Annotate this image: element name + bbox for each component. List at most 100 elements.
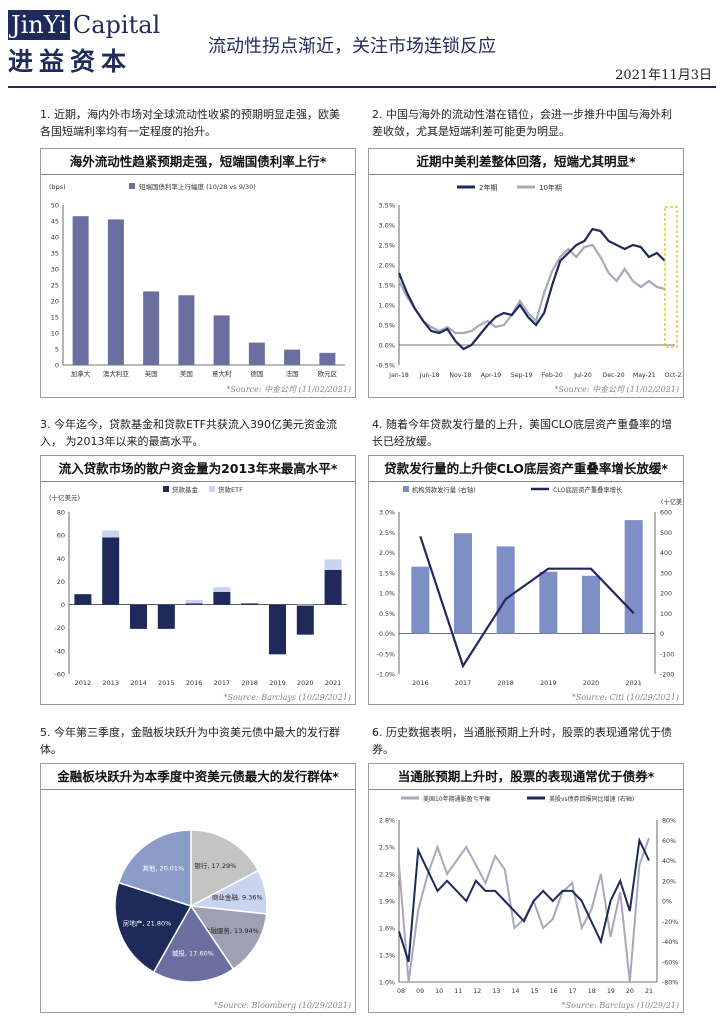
chart-2-highlight-box — [664, 206, 678, 348]
chart-3-legend-swatch-1 — [163, 486, 169, 492]
chart-3-ytick: 20 — [57, 578, 65, 586]
chart-4-ytick-right: 200 — [660, 591, 672, 598]
chart-2-legend-label-2: 10年期 — [539, 183, 562, 192]
chart-6-legend-label-2: 美股vs债券回报同比增速 (右轴) — [549, 795, 634, 803]
chart-6-ytick-right: 40% — [662, 858, 676, 865]
chart-6-ytick-right: -20% — [662, 919, 678, 926]
chart-4-title: 贷款发行量的上升使CLO底层资产重叠率增长放缓* — [369, 456, 683, 482]
chart-6-xtick: 13 — [492, 988, 500, 995]
chart-6-xtick: 14 — [511, 988, 519, 995]
chart-6-ytick-right: -80% — [662, 980, 678, 987]
chart-1-xtick: 英国 — [145, 369, 158, 378]
chart-6-xtick: 08 — [397, 988, 405, 995]
chart-6-ytick-left: 2.8% — [379, 818, 395, 825]
chart-6-xtick: 20 — [626, 988, 634, 995]
chart-2-series-line — [398, 243, 666, 335]
chart-3-xtick: 2015 — [158, 679, 175, 687]
chart-6-title: 当通胀预期上升时，股票的表现通常优于债券* — [369, 764, 683, 790]
chart-3-ytick: -20 — [54, 624, 65, 632]
chart-5-source: *Source: Bloomberg (10/29/2021) — [213, 1001, 351, 1010]
chart-3-xtick: 2019 — [269, 679, 286, 687]
report-date: 2021年11月3日 — [615, 68, 712, 83]
chart-1-xtick: 澳大利亚 — [103, 369, 130, 378]
chart-4-bar-issuance — [454, 533, 472, 634]
chart-1-xtick: 美国 — [180, 369, 193, 378]
chart-5-slice-label: 城投, 17.60% — [172, 949, 214, 958]
chart-4-source: *Source: Citi (10/29/2021) — [571, 693, 679, 702]
chart-6-ytick-right: -40% — [662, 939, 678, 946]
chart-4-ytick-right: 100 — [660, 611, 672, 618]
chart-6-svg: 美国10年期通胀盈亏平衡 美股vs债券回报同比增速 (右轴) 1.0% 1.3% 1.6… — [379, 795, 678, 995]
section-3-text: 3. 今年迄今，贷款基金和贷款ETF共获流入390亿美元资金流入， 为2013年… — [40, 418, 337, 448]
chart-5-slice-label: 商业金融, 9.36% — [212, 893, 263, 902]
chart-1-xtick: 意大利 — [212, 369, 232, 378]
chart-3-bar-etf — [324, 559, 342, 570]
chart-2-title: 近期中美利差整体回落，短端尤其明显* — [369, 149, 683, 175]
chart-3-bar-fund — [296, 604, 314, 635]
chart-6-ytick-left: 1.6% — [379, 926, 395, 933]
chart-4-ytick-right: 500 — [660, 530, 672, 537]
chart-3-bar-fund — [102, 537, 120, 605]
chart-6-equity-bond-line — [398, 836, 650, 963]
section-4-text: 4. 随着今年贷款发行量的上升，美国CLO底层资产重叠率的增长已经放缓。 — [372, 418, 673, 448]
chart-3-bar-etf — [185, 599, 203, 604]
chart-4-ytick-left: 2.5% — [379, 530, 395, 537]
chart-6-ytick-left: 2.2% — [379, 872, 395, 879]
chart-4-svg: 机构贷款发行量 (右轴) CLO底层资产重叠率增长 (十亿美元) -1.0% -0.5%… — [377, 485, 683, 687]
chart-3-bar-etf — [296, 604, 314, 606]
chart-3-xtick: 2014 — [130, 679, 147, 687]
chart-4-ytick-left: -1.0% — [377, 672, 395, 679]
chart-panel-1: 海外流动性趋紧预期走强，短端国债利率上行* (bps) 短端国债利率上行幅度 (1… — [40, 148, 356, 398]
chart-1-bar — [284, 349, 301, 365]
chart-4-xtick: 2017 — [455, 679, 472, 687]
chart-6-legend-label-1: 美国10年期通胀盈亏平衡 — [423, 795, 491, 803]
chart-5-slice-label: 金融服务, 13.94% — [204, 926, 259, 935]
chart-3-xtick: 2018 — [241, 679, 258, 687]
chart-4-ytick-left: 0.0% — [379, 631, 395, 638]
chart-6-breakeven-line — [398, 837, 650, 983]
page-title: 流动性拐点渐近，关注市场连锁反应 — [208, 36, 496, 57]
chart-5-slice-label: 房地产, 21.80% — [123, 919, 171, 928]
chart-3-unit: (十亿美元) — [49, 493, 80, 502]
chart-2-ytick: 0.5% — [378, 322, 395, 330]
chart-1-ytick: 25 — [51, 282, 59, 290]
chart-3-legend-label-2: 贷款ETF — [218, 485, 243, 494]
chart-5-svg: 银行, 17.29% 商业金融, 9.36% 金融服务, 13.94% 城投, 17.… — [114, 829, 268, 983]
chart-1-bar — [143, 291, 160, 365]
chart-1-legend-swatch — [129, 183, 135, 189]
chart-4-ytick-left: 3.0% — [379, 510, 395, 517]
chart-3-title: 流入贷款市场的散户资金量为2013年来最高水平* — [41, 456, 355, 482]
chart-1-ytick: 20 — [51, 298, 59, 306]
chart-3-ytick: 40 — [57, 555, 65, 563]
chart-4-xtick: 2018 — [497, 679, 514, 687]
chart-panel-6: 当通胀预期上升时，股票的表现通常优于债券* 美国10年期通胀盈亏平衡 美股vs债券… — [368, 763, 684, 1013]
chart-1-bar — [248, 342, 265, 365]
page-header: JinYi Capital 进益资本 流动性拐点渐近，关注市场连锁反应 2021… — [0, 0, 724, 90]
chart-6-xtick: 09 — [416, 988, 424, 995]
chart-5-slice — [117, 829, 192, 908]
chart-1-svg: (bps) 短端国债利率上行幅度 (10/28 vs 9/30) 0 5 10 15 20 2… — [49, 182, 345, 378]
chart-4-ytick-left: -0.5% — [377, 651, 395, 658]
chart-2-xtick: Oct-21 — [665, 372, 683, 379]
logo-capital: Capital — [72, 11, 161, 39]
chart-4-legend-label-2: CLO底层资产重叠率增长 — [553, 485, 623, 494]
chart-4-xtick: 2019 — [540, 679, 557, 687]
chart-6-xtick: 10 — [435, 988, 443, 995]
chart-1-xtick: 法国 — [286, 369, 299, 378]
chart-4-bar-issuance — [582, 575, 600, 634]
chart-3-source: *Source: Barclays (10/29/2021) — [223, 693, 351, 702]
chart-3-legend-label-1: 贷款基金 — [172, 485, 199, 494]
chart-3-legend-swatch-2 — [209, 486, 215, 492]
chart-3-bar-fund — [324, 569, 342, 605]
chart-2-svg: 2年期 10年期 -0.5% 0.0% 0.5% 1.0% 1.5% 2.0% 2.5% 3.0%… — [376, 183, 683, 379]
chart-4-bar-issuance — [624, 520, 643, 634]
chart-4-overlap-line — [419, 535, 635, 669]
chart-2-source: *Source: 中金公司 (11/02/2021) — [554, 385, 679, 394]
chart-6-xtick: 15 — [531, 988, 539, 995]
chart-3-bar-fund — [74, 594, 92, 605]
chart-2-xtick: Apr-19 — [481, 372, 501, 379]
chart-2-xtick: Jun-18 — [419, 372, 440, 379]
chart-6-ytick-right: 80% — [662, 818, 676, 825]
chart-6-xtick: 17 — [569, 988, 577, 995]
chart-1-ytick: 40 — [51, 234, 59, 242]
